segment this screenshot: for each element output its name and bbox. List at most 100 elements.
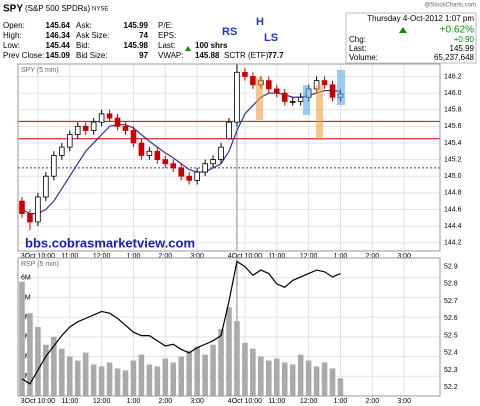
candle-body	[170, 163, 177, 169]
status-label: Chg:	[349, 35, 366, 44]
candle-body	[98, 113, 105, 123]
y2-tick-label: 52.5	[444, 332, 458, 339]
candle-body	[226, 121, 232, 140]
y-tick-label: 145.4	[444, 140, 462, 147]
quote-label: Ask:	[76, 21, 92, 30]
volume-bar	[210, 344, 216, 396]
status-value: 145.99	[450, 44, 475, 53]
quote-value: 145.98	[124, 41, 149, 50]
volume-bar	[74, 360, 81, 396]
candle-body	[74, 125, 81, 136]
volume-bar	[258, 356, 264, 396]
plot-frame	[17, 257, 441, 397]
volume-bar	[146, 364, 153, 396]
quote-label: Low:	[3, 41, 20, 50]
x-tick-label: 2:00	[366, 253, 380, 260]
x-tick-label: 12:00	[93, 398, 111, 405]
status-value: 65,237,648	[434, 53, 475, 62]
candle-body	[186, 175, 192, 181]
candle-body	[266, 80, 272, 90]
candle-body	[218, 146, 224, 160]
x-tick-label: 1:00	[127, 398, 141, 405]
volume-bar	[329, 368, 336, 396]
volume-bar	[202, 354, 208, 396]
volume-bar	[313, 366, 320, 396]
x-tick-label: 2:00	[366, 398, 380, 405]
volume-bar	[305, 360, 312, 396]
x-tick-label: 12:00	[300, 253, 318, 260]
x-tick-label: 1:00	[127, 253, 141, 260]
volume-bar	[297, 354, 304, 396]
volume-bar	[289, 364, 296, 396]
candle-body	[162, 159, 169, 165]
volume-bar	[154, 366, 161, 396]
quote-value: 74	[139, 31, 148, 40]
x-tick-label: 2:00	[158, 253, 172, 260]
volume-bar	[106, 362, 113, 396]
x-tick-label: 4Oct 10:00	[228, 253, 262, 260]
candle-body	[321, 80, 328, 86]
plot-area	[18, 64, 440, 251]
price-line	[21, 260, 341, 385]
candle-body	[19, 200, 25, 214]
volume-bar	[59, 348, 65, 396]
y2-tick-label: 52.7	[444, 298, 458, 305]
volume-bar	[27, 313, 33, 396]
quote-label: Open:	[3, 21, 25, 30]
x-tick-label: 12:00	[300, 398, 318, 405]
y2-tick-label: 52.8	[444, 281, 458, 288]
candle-body	[130, 130, 137, 144]
candle-body	[114, 117, 121, 127]
status-date: Thursday 4-Oct-2012 1:07 pm	[367, 14, 474, 23]
volume-bar	[138, 354, 145, 396]
candle-body	[146, 150, 153, 156]
candle-body	[202, 163, 208, 173]
y-tick-label: 2M	[21, 353, 31, 360]
price-panel: 3Oct 10:00 11:00 12:00 1:00 2:00 3:00 4Oct 10:…	[17, 63, 462, 260]
volume-bar	[114, 368, 121, 396]
volume-bar	[337, 378, 344, 396]
x-tick-label: 2:00	[158, 398, 172, 405]
candle-body	[122, 125, 129, 131]
up-arrow	[399, 27, 407, 33]
candle-body	[242, 71, 248, 77]
volume-bar	[35, 327, 41, 396]
candle-body	[27, 213, 33, 223]
y-tick-label: 6M	[21, 275, 31, 282]
x-tick-label: 3:00	[190, 253, 204, 260]
volume-bar	[226, 307, 232, 396]
status-label: Last:	[349, 44, 366, 53]
quote-label: VWAP:	[158, 51, 183, 60]
quote-value: 145.44	[46, 41, 71, 50]
volume-bar	[122, 370, 129, 396]
quote-value: 145.88	[195, 51, 220, 60]
volume-bar	[266, 360, 272, 396]
last-up-arrow	[185, 46, 191, 51]
quote-label: Last:	[158, 41, 175, 50]
y2-tick-label: 52.6	[444, 315, 458, 322]
symbol: SPY	[3, 4, 23, 15]
y-tick-label: 5M	[21, 294, 31, 301]
status-rows: Chg: +0.90 Last: 145.99 Volume: 65,237,648	[349, 35, 475, 62]
status-label: Volume:	[349, 53, 378, 62]
y2-tick-label: 52.9	[444, 263, 458, 270]
y2-tick-label: 52.2	[444, 384, 458, 391]
candle-body	[66, 134, 73, 148]
x-tick-label: 3:00	[397, 253, 411, 260]
quote-table: Open: 145.64 Ask: 145.99 P/E: High: 146.34 Ask …	[3, 21, 284, 60]
quote-value: 145.64	[46, 21, 71, 30]
quote-label: Prev Close:	[3, 51, 44, 60]
x-tick-label: 11:00	[268, 398, 285, 405]
candle-body	[82, 125, 89, 131]
volume-bar	[90, 364, 97, 396]
copyright: @StockCharts.com	[424, 3, 476, 9]
y-tick-label: 3M	[21, 334, 31, 341]
y2-tick-label: 52.3	[444, 367, 458, 374]
volume-bar	[281, 362, 288, 396]
highlight	[256, 78, 263, 120]
x-tick-label: 3:00	[190, 398, 204, 405]
exchange: NYSE	[92, 7, 108, 13]
highlight	[316, 85, 323, 140]
volume-bar	[321, 362, 328, 396]
